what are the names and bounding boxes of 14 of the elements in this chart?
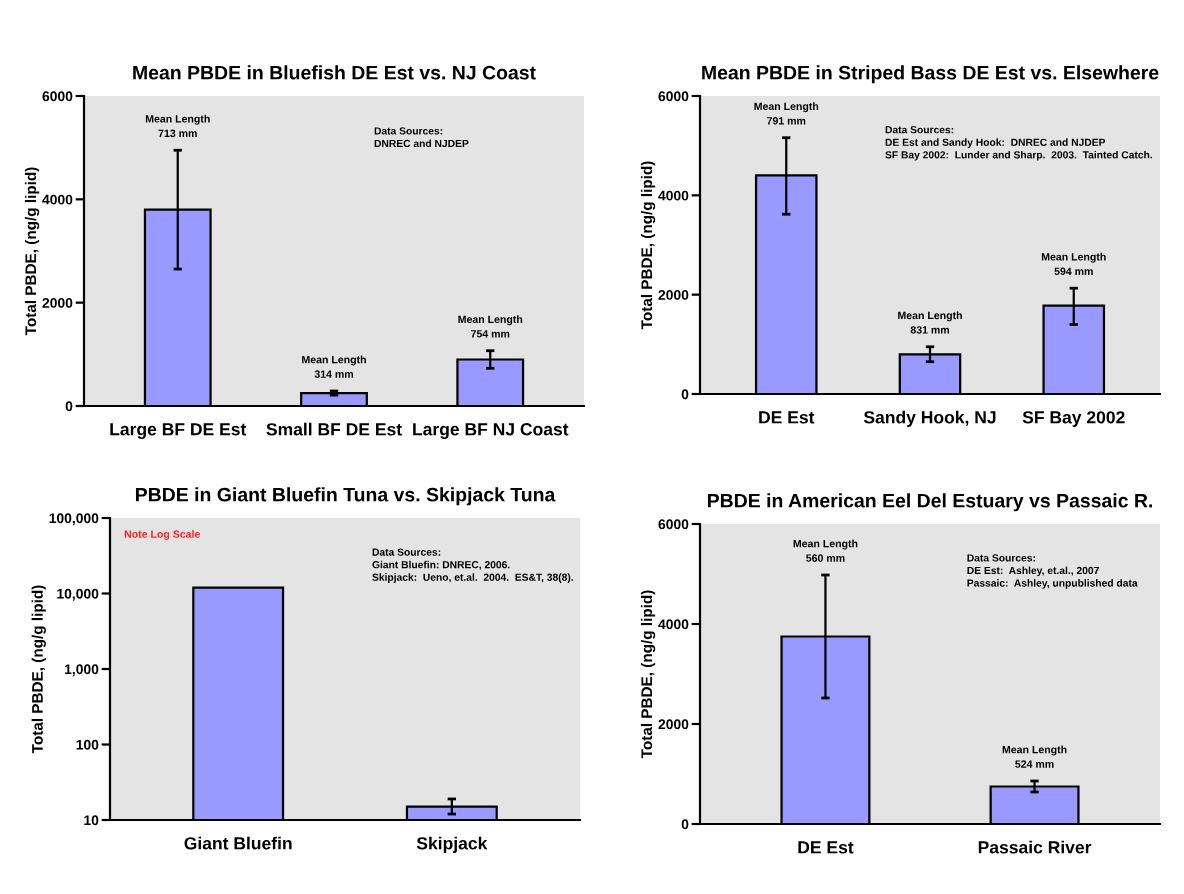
x-tick-label: DE Est <box>759 411 815 424</box>
x-tick-label: Giant Bluefin <box>184 836 292 850</box>
chart-title: PBDE in Giant Bluefin Tuna vs. Skipjack Tuna <box>135 487 556 506</box>
x-tick-label: Skipjack <box>416 836 488 853</box>
x-tick-label: Passaic River <box>978 840 1092 854</box>
x-tick-label: Sandy Hook, NJ <box>863 410 996 427</box>
x-tick-label: Large BF DE Est <box>110 423 247 439</box>
chart-title: PBDE in American Eel Del Estuary vs Passaic R. <box>707 493 1153 512</box>
x-tick-label: Small BF DE Est <box>266 422 402 436</box>
x-tick-label: DE Est <box>798 841 854 854</box>
chart-title: Mean PBDE in Bluefish DE Est vs. NJ Coast <box>133 65 536 80</box>
x-tick-label: SF Bay 2002 <box>1022 411 1125 427</box>
chart-title: Mean PBDE in Striped Bass DE Est vs. Elsewhere <box>702 65 1159 84</box>
x-tick-label: Large BF NJ Coast <box>413 423 569 439</box>
